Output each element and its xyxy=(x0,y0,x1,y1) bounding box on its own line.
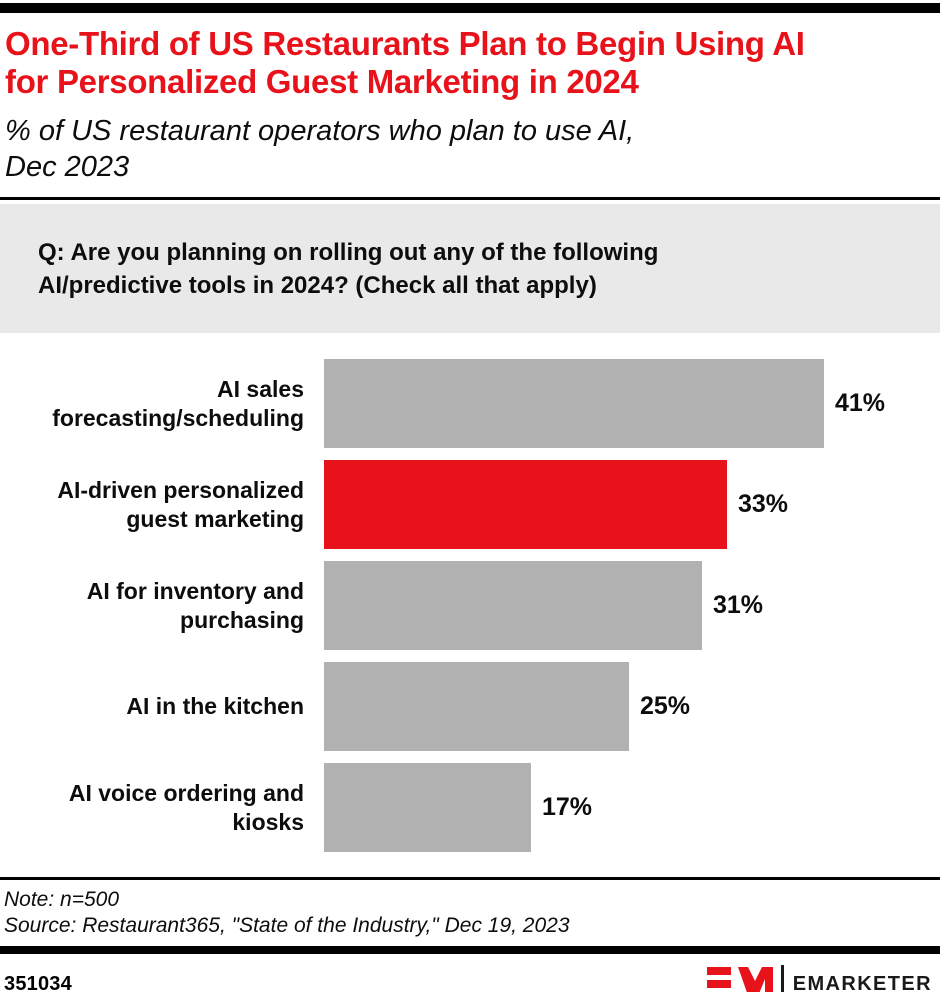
bar-track: 41% xyxy=(324,359,940,448)
bar-track: 17% xyxy=(324,763,940,852)
bar xyxy=(324,662,629,751)
bar-category-label: AI in the kitchen xyxy=(126,693,304,719)
bar-track: 31% xyxy=(324,561,940,650)
bar xyxy=(324,763,531,852)
notes-divider-rule xyxy=(0,877,940,880)
bar-value-label: 33% xyxy=(738,490,789,518)
bar-track: 33% xyxy=(324,460,940,549)
survey-question-text: Q: Are you planning on rolling out any o… xyxy=(38,236,920,302)
chart-title: One-Third of US Restaurants Plan to Begi… xyxy=(5,25,934,101)
emarketer-logo: EMARKETER xyxy=(706,965,932,992)
bar-category-label: AI voice ordering and kiosks xyxy=(68,779,304,835)
chart-title-line2: for Personalized Guest Marketing in 2024 xyxy=(5,63,639,100)
chart-subtitle: % of US restaurant operators who plan to… xyxy=(5,113,934,185)
bar-value-label: 25% xyxy=(640,692,691,720)
source-text: Source: Restaurant365, "State of the Ind… xyxy=(4,914,570,937)
logo-divider xyxy=(780,965,784,992)
survey-question-line1: Q: Are you planning on rolling out any o… xyxy=(38,239,659,266)
bar-value-label: 31% xyxy=(713,591,764,619)
bar xyxy=(324,460,727,549)
bar-track: 25% xyxy=(324,662,940,751)
header-divider-rule xyxy=(0,197,940,200)
top-rule xyxy=(0,3,940,13)
bar xyxy=(324,359,824,448)
chart-subtitle-line2: Dec 2023 xyxy=(5,151,130,183)
bar-row: AI voice ordering and kiosks 17% xyxy=(0,763,940,852)
survey-question-line2: AI/predictive tools in 2024? (Check all … xyxy=(38,272,597,299)
bar-value-label: 17% xyxy=(542,793,593,821)
bar-value-label: 41% xyxy=(835,389,886,417)
bar xyxy=(324,561,702,650)
note-text: Note: n=500 xyxy=(4,888,120,911)
bar-row: AI in the kitchen 25% xyxy=(0,662,940,751)
chart-header: One-Third of US Restaurants Plan to Begi… xyxy=(0,0,940,185)
chart-id: 351034 xyxy=(4,972,72,992)
chart-footer: 351034 EMARKETER xyxy=(0,954,940,992)
emarketer-logo-icon xyxy=(706,965,773,992)
bar-category-label: AI-driven personalized guest marketing xyxy=(57,476,304,532)
bar-category-label: AI for inventory and purchasing xyxy=(86,577,304,633)
chart-subtitle-line1: % of US restaurant operators who plan to… xyxy=(5,115,635,147)
bar-row: AI for inventory and purchasing 31% xyxy=(0,561,940,650)
bar-category-label: AI sales forecasting/scheduling xyxy=(52,375,304,431)
bar-row: AI-driven personalized guest marketing 33% xyxy=(0,460,940,549)
footer-divider-rule xyxy=(0,946,940,954)
survey-question-box: Q: Are you planning on rolling out any o… xyxy=(0,204,940,333)
brand-name: EMARKETER xyxy=(792,972,932,992)
bar-chart: AI sales forecasting/scheduling 41% AI-driv… xyxy=(0,359,940,852)
chart-notes: Note: n=500 Source: Restaurant365, "Stat… xyxy=(0,880,940,946)
chart-title-line1: One-Third of US Restaurants Plan to Begi… xyxy=(5,25,805,62)
bar-row: AI sales forecasting/scheduling 41% xyxy=(0,359,940,448)
